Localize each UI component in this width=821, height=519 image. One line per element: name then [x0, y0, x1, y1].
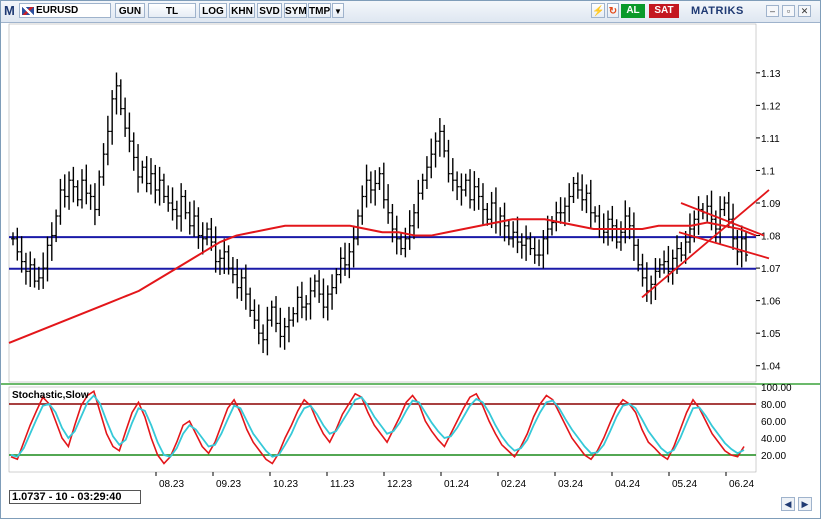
stochastic-k-line: [10, 389, 745, 465]
price-panel: [8, 23, 757, 383]
scroll-left-icon[interactable]: ◀: [781, 497, 795, 511]
price-axis-label: 1.11: [761, 134, 780, 145]
time-axis-label: 12.23: [387, 479, 412, 490]
time-axis-label: 08.23: [159, 479, 184, 490]
stochastic-axis-label: 20.00: [761, 451, 786, 462]
time-axis-label: 09.23: [216, 479, 241, 490]
price-axis-label: 1.08: [761, 232, 781, 243]
stochastic-axis-label: 100.00: [761, 383, 792, 394]
time-axis-label: 05.24: [672, 479, 697, 490]
time-axis-label: 04.24: [615, 479, 640, 490]
svd-button[interactable]: SVD: [257, 3, 282, 18]
flag-icon: [22, 7, 34, 15]
price-axis-label: 1.05: [761, 329, 781, 340]
buy-button[interactable]: AL: [621, 4, 645, 18]
period-daily-button[interactable]: GUN: [115, 3, 145, 18]
khn-button[interactable]: KHN: [229, 3, 255, 18]
price-axis-label: 1.12: [761, 101, 781, 112]
time-axis-label: 03.24: [558, 479, 583, 490]
trendline[interactable]: [641, 189, 770, 299]
lightning-icon[interactable]: ⚡: [591, 3, 605, 18]
brand-logo: MATRIKS: [691, 5, 744, 17]
symbol-field[interactable]: EURUSD: [19, 3, 111, 18]
trendline[interactable]: [680, 202, 765, 237]
price-axis-label: 1.09: [761, 199, 781, 210]
time-axis-label: 02.24: [501, 479, 526, 490]
currency-tl-button[interactable]: TL: [148, 3, 196, 18]
scroll-right-icon[interactable]: ▶: [798, 497, 812, 511]
restore-icon[interactable]: ▫: [782, 5, 795, 17]
time-axis-label: 06.24: [729, 479, 754, 490]
price-axis-label: 1.07: [761, 264, 781, 275]
stochastic-axis-label: 80.00: [761, 400, 786, 411]
price-chart[interactable]: 1.04 1.05 1.06 1.07 1.08 1.09 1.1 1.11 1.12 1.13 2…: [1, 22, 820, 518]
app-logo[interactable]: M: [4, 3, 15, 18]
log-scale-button[interactable]: LOG: [199, 3, 227, 18]
refresh-icon[interactable]: ↻: [607, 3, 619, 18]
close-icon[interactable]: ✕: [798, 5, 811, 17]
minimize-icon[interactable]: –: [766, 5, 779, 17]
stochastic-title: Stochastic,Slow: [12, 390, 89, 401]
template-dropdown-icon[interactable]: ▼: [332, 3, 344, 18]
time-axis-label: 10.23: [273, 479, 298, 490]
price-axis-label: 1.06: [761, 297, 781, 308]
sell-button[interactable]: SAT: [649, 4, 679, 18]
price-readout: 1.0737 - 10 - 03:29:40: [9, 490, 141, 504]
time-axis-label: 01.24: [444, 479, 469, 490]
symbol-label: EURUSD: [36, 5, 79, 16]
price-axis-label: 1.13: [761, 69, 781, 80]
trendline[interactable]: [678, 231, 770, 260]
moving-average-line: [8, 218, 757, 344]
price-axis-label: 1.1: [761, 166, 775, 177]
stochastic-axis-label: 60.00: [761, 417, 786, 428]
chart-toolbar: M EURUSD GUN TL LOG KHN SVD SYM TMP ▼ ⚡ …: [1, 1, 820, 23]
template-button[interactable]: TMP: [308, 3, 331, 18]
stochastic-d-line: [10, 394, 745, 458]
price-axis-label: 1.04: [761, 362, 781, 373]
stochastic-panel: [8, 386, 757, 473]
time-axis-label: 11.23: [330, 479, 355, 490]
sym-button[interactable]: SYM: [284, 3, 307, 18]
stochastic-axis-label: 40.00: [761, 434, 786, 445]
